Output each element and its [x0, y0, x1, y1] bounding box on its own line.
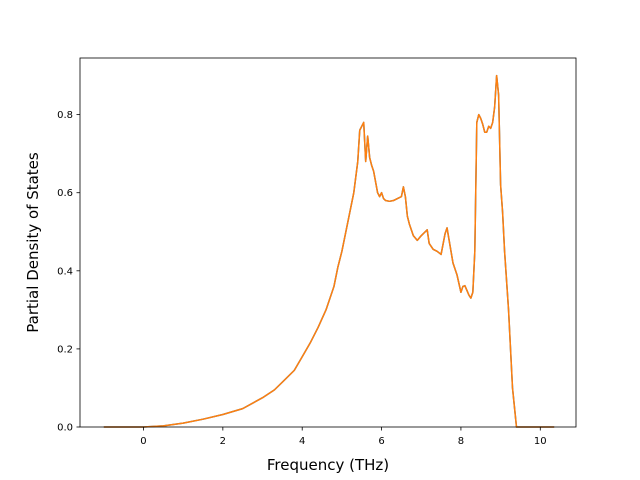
y-axis-label: Partial Density of States: [24, 152, 42, 333]
x-axis-ticks: 0 2 4 6 8 10: [140, 427, 547, 447]
series-line-2: [103, 74, 555, 428]
y-tick-label: 0.6: [57, 188, 73, 199]
x-tick-label: 2: [220, 436, 226, 447]
y-tick-label: 0.0: [57, 423, 73, 434]
x-tick-label: 0: [140, 436, 146, 447]
x-tick-label: 6: [378, 436, 384, 447]
x-tick-label: 8: [458, 436, 464, 447]
y-axis-ticks: 0.0 0.2 0.4 0.6 0.8: [57, 110, 80, 434]
plot-frame: [79, 57, 577, 428]
series-layer: [103, 74, 555, 428]
x-tick-label: 4: [299, 436, 305, 447]
y-tick-label: 0.2: [57, 344, 73, 355]
y-tick-label: 0.8: [57, 110, 73, 121]
x-tick-label: 10: [534, 436, 547, 447]
plot-area: [80, 58, 576, 427]
y-tick-label: 0.4: [57, 266, 73, 277]
x-axis-label: Frequency (THz): [267, 456, 389, 474]
